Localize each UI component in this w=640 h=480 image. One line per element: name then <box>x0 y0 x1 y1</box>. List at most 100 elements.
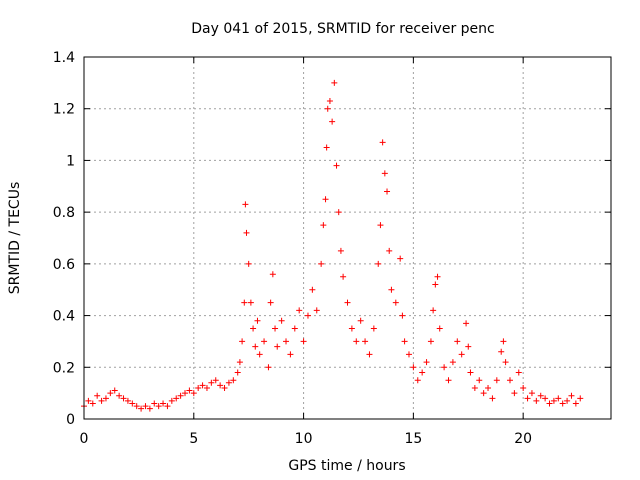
data-point <box>353 338 360 345</box>
data-point <box>386 247 393 254</box>
data-point <box>252 343 259 350</box>
data-point <box>283 338 290 345</box>
y-tick-label: 1.2 <box>53 102 75 118</box>
data-point <box>331 79 338 86</box>
data-point <box>155 403 162 410</box>
data-point <box>392 299 399 306</box>
data-point <box>256 351 263 358</box>
data-point <box>348 325 355 332</box>
data-point <box>511 390 518 397</box>
data-point <box>326 97 333 104</box>
y-tick-label: 1.4 <box>53 50 75 66</box>
data-point <box>261 338 268 345</box>
y-tick-label: 0.4 <box>53 309 75 325</box>
data-point <box>445 377 452 384</box>
data-point <box>485 384 492 391</box>
data-point <box>568 392 575 399</box>
data-point <box>203 384 210 391</box>
data-point <box>564 397 571 404</box>
data-point <box>458 351 465 358</box>
data-point <box>239 338 246 345</box>
data-point <box>434 273 441 280</box>
data-point <box>542 395 549 402</box>
data-point <box>318 260 325 267</box>
data-point <box>221 384 228 391</box>
data-point <box>577 395 584 402</box>
data-point <box>454 338 461 345</box>
data-point <box>254 317 261 324</box>
data-point <box>335 209 342 216</box>
data-point <box>94 392 101 399</box>
data-point <box>195 384 202 391</box>
data-point <box>397 255 404 262</box>
data-point <box>269 271 276 278</box>
data-point <box>287 351 294 358</box>
data-point <box>102 395 109 402</box>
data-point <box>572 400 579 407</box>
data-point <box>274 343 281 350</box>
data-point <box>489 395 496 402</box>
y-tick-label: 0.6 <box>53 257 75 273</box>
data-point <box>399 312 406 319</box>
data-point <box>500 338 507 345</box>
data-point <box>168 397 175 404</box>
x-tick-label: 5 <box>189 431 198 447</box>
data-point <box>410 364 417 371</box>
data-point <box>247 299 254 306</box>
data-point <box>309 286 316 293</box>
data-point <box>401 338 408 345</box>
data-point <box>537 392 544 399</box>
data-point <box>320 222 327 229</box>
data-point <box>555 395 562 402</box>
data-point <box>242 201 249 208</box>
data-point <box>243 229 250 236</box>
data-point <box>265 364 272 371</box>
plot-frame <box>83 56 612 420</box>
y-tick-label: 1 <box>66 153 75 169</box>
data-point <box>449 359 456 366</box>
data-point <box>164 403 171 410</box>
data-point <box>267 299 274 306</box>
data-point <box>467 369 474 376</box>
data-point <box>533 397 540 404</box>
data-point <box>419 369 426 376</box>
data-point <box>272 325 279 332</box>
data-point <box>463 320 470 327</box>
y-tick-label: 0 <box>66 412 75 428</box>
x-axis-label: GPS time / hours <box>288 458 405 474</box>
data-point <box>546 400 553 407</box>
data-markers <box>81 79 584 412</box>
data-point <box>388 286 395 293</box>
data-point <box>146 405 153 412</box>
data-point <box>414 377 421 384</box>
data-point <box>120 395 127 402</box>
data-point <box>173 395 180 402</box>
data-point <box>524 395 531 402</box>
grid-layer <box>84 57 611 419</box>
data-point <box>138 405 145 412</box>
data-point <box>502 359 509 366</box>
data-point <box>313 307 320 314</box>
data-point <box>177 392 184 399</box>
data-point <box>405 351 412 358</box>
data-point <box>250 325 257 332</box>
data-point <box>384 188 391 195</box>
data-point <box>362 338 369 345</box>
data-point <box>323 144 330 151</box>
data-point <box>116 392 123 399</box>
data-point <box>291 325 298 332</box>
data-point <box>441 364 448 371</box>
data-point <box>186 387 193 394</box>
x-tick-label: 15 <box>404 431 422 447</box>
x-tick-label: 20 <box>514 431 532 447</box>
data-point <box>340 273 347 280</box>
data-point <box>427 338 434 345</box>
data-point <box>278 317 285 324</box>
data-point <box>324 105 331 112</box>
data-point <box>241 299 248 306</box>
data-point <box>190 390 197 397</box>
data-point <box>515 369 522 376</box>
data-point <box>506 377 513 384</box>
data-point <box>370 325 377 332</box>
